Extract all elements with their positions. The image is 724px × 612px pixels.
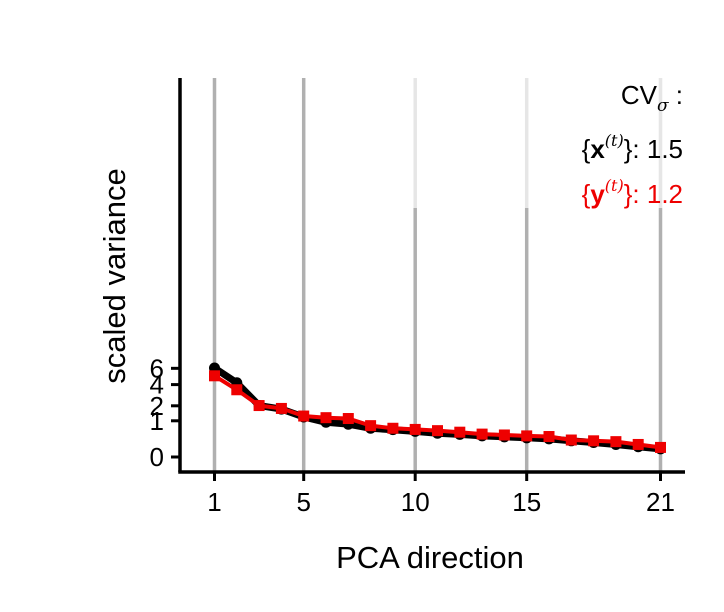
- series-1-point-8: [365, 420, 377, 432]
- axes: [171, 78, 685, 481]
- series-1-point-17: [565, 434, 577, 446]
- series-1-point-15: [521, 430, 533, 442]
- series-1-point-11: [432, 425, 443, 437]
- legend-x-close-brace: }: [624, 134, 633, 164]
- x-tick-label-10: 10: [401, 487, 430, 517]
- y-tick-label-2: 2: [150, 391, 164, 421]
- legend-title-main: CV: [621, 80, 658, 110]
- series-1-point-9: [387, 422, 399, 434]
- x-tick-label-21: 21: [646, 487, 675, 517]
- series-1-point-10: [409, 423, 421, 435]
- y-tick-label-1: 1: [150, 406, 164, 436]
- series-1-point-12: [454, 426, 466, 438]
- legend-entry-x: {x(t)}: 1.5: [582, 131, 683, 164]
- legend-y-symbol: y: [590, 179, 605, 209]
- x-tick-label-1: 1: [207, 487, 221, 517]
- legend: CVσ : {x(t)}: 1.5 {y(t)}: 1.2: [582, 80, 683, 209]
- legend-x-symbol: x: [590, 134, 605, 164]
- data-series: [209, 362, 666, 455]
- series-1-point-2: [231, 384, 243, 396]
- series-1-point-14: [498, 429, 510, 441]
- legend-y-close-brace: }: [624, 179, 633, 209]
- series-1-point-21: [655, 441, 666, 453]
- series-1-point-20: [632, 438, 644, 450]
- y-tick-label-6: 6: [150, 353, 164, 383]
- series-1-point-18: [588, 435, 600, 447]
- x-tick-label-5: 5: [296, 487, 310, 517]
- series-1-point-13: [476, 428, 488, 440]
- legend-entry-y: {y(t)}: 1.2: [582, 176, 683, 209]
- series-1-point-16: [543, 431, 555, 443]
- legend-y-value: : 1.2: [632, 179, 683, 209]
- legend-title-sub: σ: [657, 96, 669, 116]
- legend-title: CVσ :: [621, 80, 683, 116]
- series-1-point-3: [253, 400, 265, 412]
- series-1-point-7: [342, 413, 354, 425]
- x-tick-label-15: 15: [512, 487, 541, 517]
- grid-lines: [212, 78, 663, 472]
- x-axis-title: PCA direction: [336, 540, 524, 575]
- y-tick-label-0: 0: [150, 442, 164, 472]
- y-tick-label-4: 4: [150, 370, 164, 400]
- series-1-point-1: [209, 370, 220, 382]
- legend-x-value: : 1.5: [632, 134, 683, 164]
- series-1-point-5: [298, 410, 310, 422]
- legend-y-superscript: (t): [605, 176, 624, 195]
- legend-y-open-brace: {: [582, 179, 591, 209]
- y-axis-title: scaled variance: [97, 168, 132, 383]
- legend-title-suffix: :: [669, 80, 683, 110]
- legend-x-open-brace: {: [582, 134, 591, 164]
- series-1-point-19: [610, 436, 622, 448]
- series-1-point-4: [275, 402, 287, 414]
- series-1-point-6: [320, 412, 332, 424]
- legend-x-superscript: (t): [605, 131, 624, 150]
